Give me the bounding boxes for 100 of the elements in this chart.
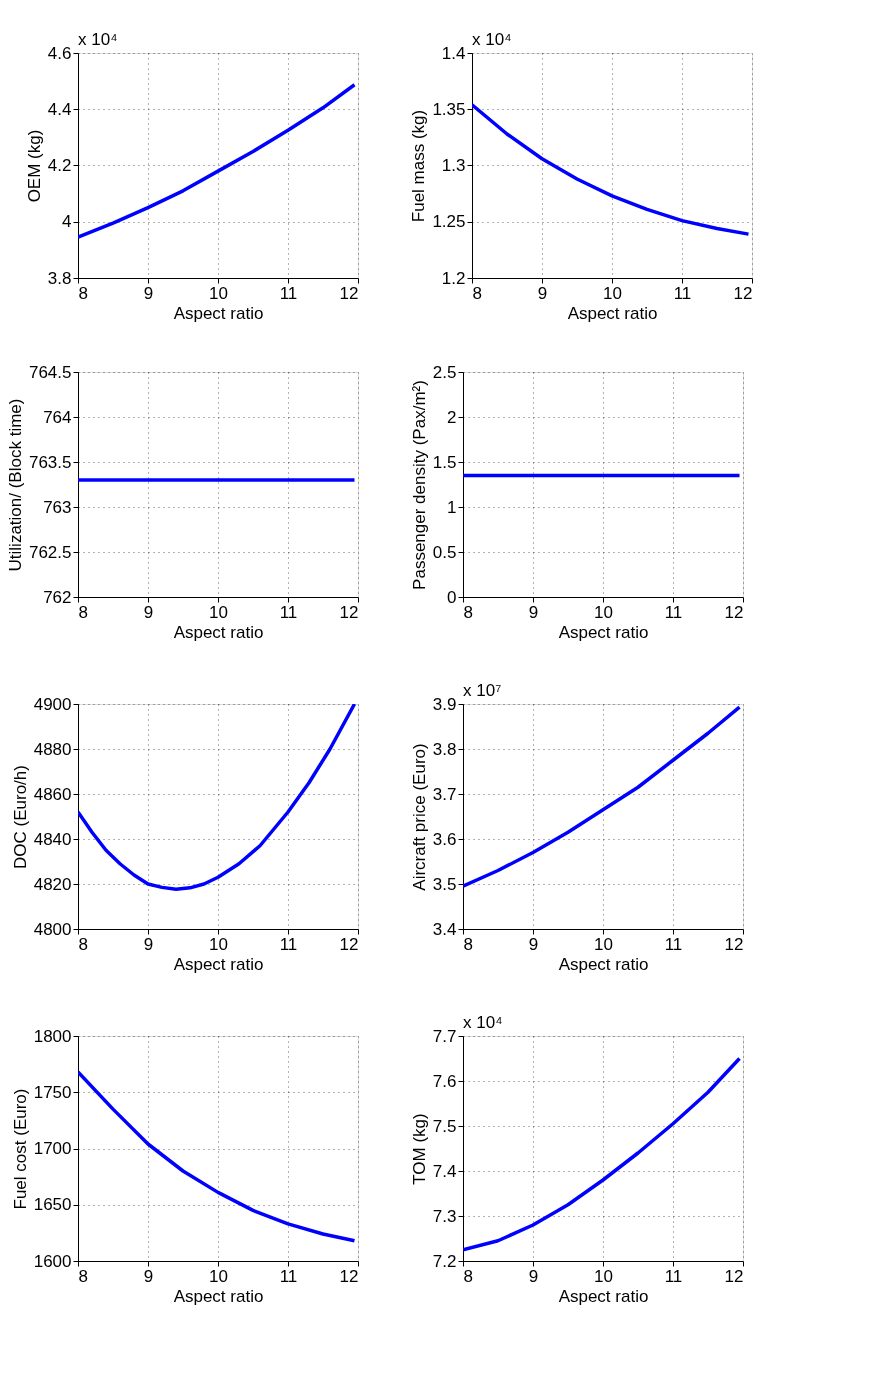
x-tick-label: 10 bbox=[594, 1266, 613, 1286]
y-tick-label: 1.35 bbox=[432, 99, 466, 119]
y-tick-label: 1600 bbox=[33, 1251, 72, 1271]
y-tick-label: 7.7 bbox=[432, 1026, 457, 1046]
x-axis-title: Aspect ratio bbox=[567, 303, 658, 323]
y-axis-title: Utilization/ (Block time) bbox=[5, 398, 25, 572]
y-tick-label: 763.5 bbox=[28, 452, 72, 472]
text: x 10⁷ bbox=[463, 681, 502, 700]
x-tick-label: 8 bbox=[78, 602, 88, 622]
x-axis-title: Aspect ratio bbox=[558, 622, 649, 642]
x-tick-label: 9 bbox=[143, 283, 154, 303]
x-tick-label: 12 bbox=[339, 934, 359, 954]
y-tick-label: 2.5 bbox=[432, 362, 457, 382]
y-tick-label: 3.9 bbox=[432, 694, 457, 714]
x-tick-label: 10 bbox=[594, 602, 613, 622]
line-series bbox=[78, 1070, 357, 1243]
x-tick-label: 9 bbox=[528, 1266, 539, 1286]
x-tick-label: 9 bbox=[537, 283, 548, 303]
y-tick-label: 3.8 bbox=[432, 739, 457, 759]
line-series bbox=[472, 103, 751, 236]
y-tick-label: 1700 bbox=[33, 1139, 72, 1158]
y-tick-label: 1650 bbox=[33, 1195, 72, 1215]
y-tick-label: 1.25 bbox=[432, 212, 466, 232]
y-tick-label: 1.2 bbox=[441, 268, 466, 288]
x-tick-label: 9 bbox=[528, 934, 539, 954]
y-tick-label: 762 bbox=[43, 587, 72, 607]
y-tick-label: 4.2 bbox=[47, 156, 72, 175]
y-tick-label: 2 bbox=[447, 407, 457, 427]
y-axis-title: TOM (kg) bbox=[409, 1113, 429, 1185]
x-tick-label: 11 bbox=[279, 1266, 298, 1286]
y-tick-label: 4800 bbox=[33, 919, 72, 939]
text: x 10⁴ bbox=[78, 30, 118, 49]
x-tick-label: 9 bbox=[143, 934, 154, 954]
y-tick-label: 7.5 bbox=[432, 1116, 457, 1136]
y-tick-label: 0.5 bbox=[432, 542, 457, 562]
x-tick-label: 8 bbox=[463, 1266, 473, 1286]
y-tick-label: 7.6 bbox=[432, 1071, 457, 1091]
x-tick-label: 12 bbox=[733, 283, 753, 303]
y-axis-title: Fuel cost (Euro) bbox=[10, 1088, 30, 1210]
y-tick-label: 3.8 bbox=[47, 268, 72, 288]
y-axis-title: Fuel mass (kg) bbox=[409, 109, 429, 223]
x-tick-label: 9 bbox=[143, 1266, 154, 1286]
text: x 10⁴ bbox=[463, 1013, 503, 1032]
y-tick-label: 764.5 bbox=[28, 362, 72, 382]
x-tick-label: 11 bbox=[673, 283, 692, 303]
y-tick-label: 4.6 bbox=[47, 43, 72, 63]
x-tick-label: 9 bbox=[528, 602, 539, 622]
x-axis-title: Aspect ratio bbox=[173, 1286, 264, 1306]
y-tick-label: 4860 bbox=[33, 784, 72, 804]
x-tick-label: 12 bbox=[339, 1266, 359, 1286]
y-tick-label: 1.3 bbox=[441, 156, 466, 175]
x-tick-label: 11 bbox=[279, 283, 298, 303]
x-tick-label: 12 bbox=[724, 934, 744, 954]
y-tick-label: 4 bbox=[62, 212, 72, 232]
line-series bbox=[463, 1056, 742, 1252]
y-tick-label: 1.4 bbox=[441, 43, 466, 63]
x-tick-label: 12 bbox=[339, 602, 359, 622]
y-tick-label: 7.4 bbox=[432, 1161, 457, 1181]
x-tick-label: 9 bbox=[143, 602, 154, 622]
x-axis-title: Aspect ratio bbox=[558, 1286, 649, 1306]
x-tick-label: 10 bbox=[209, 1266, 228, 1286]
x-tick-label: 8 bbox=[472, 283, 482, 303]
x-axis-title: Aspect ratio bbox=[173, 303, 264, 323]
x-tick-label: 8 bbox=[78, 1266, 88, 1286]
y-tick-label: 3.6 bbox=[432, 829, 457, 849]
x-tick-label: 12 bbox=[724, 1266, 744, 1286]
x-tick-label: 11 bbox=[664, 934, 683, 954]
x-tick-label: 11 bbox=[664, 1266, 683, 1286]
y-tick-label: 3.5 bbox=[432, 874, 457, 894]
y-tick-label: 3.7 bbox=[432, 784, 457, 804]
x-tick-label: 12 bbox=[724, 602, 744, 622]
text: x 10⁴ bbox=[472, 30, 512, 49]
y-axis-title: DOC (Euro/h) bbox=[10, 765, 30, 869]
y-tick-label: 763 bbox=[43, 497, 72, 517]
x-tick-label: 8 bbox=[463, 602, 473, 622]
x-tick-label: 8 bbox=[78, 934, 88, 954]
y-tick-label: 1750 bbox=[33, 1082, 72, 1102]
y-tick-label: 764 bbox=[43, 407, 72, 427]
y-tick-label: 4.4 bbox=[47, 99, 72, 119]
x-tick-label: 10 bbox=[209, 602, 228, 622]
y-tick-label: 4880 bbox=[33, 739, 72, 759]
y-tick-label: 1800 bbox=[33, 1026, 72, 1046]
y-tick-label: 3.4 bbox=[432, 919, 457, 939]
x-tick-label: 8 bbox=[463, 934, 473, 954]
x-tick-label: 10 bbox=[594, 934, 613, 954]
y-axis-title: OEM (kg) bbox=[24, 129, 44, 203]
y-tick-label: 4840 bbox=[33, 829, 72, 849]
y-tick-label: 1.5 bbox=[432, 452, 457, 472]
x-axis-title: Aspect ratio bbox=[173, 954, 264, 974]
y-tick-label: 4820 bbox=[33, 874, 72, 894]
y-tick-label: 4900 bbox=[33, 694, 72, 714]
x-tick-label: 11 bbox=[664, 602, 683, 622]
y-tick-label: 762.5 bbox=[28, 542, 72, 562]
y-tick-label: 7.2 bbox=[432, 1251, 457, 1271]
y-tick-label: 1 bbox=[447, 497, 457, 517]
x-tick-label: 8 bbox=[78, 283, 88, 303]
x-axis-title: Aspect ratio bbox=[558, 954, 649, 974]
x-tick-label: 10 bbox=[603, 283, 622, 303]
y-tick-label: 0 bbox=[447, 587, 457, 607]
y-axis-title: Aircraft price (Euro) bbox=[409, 743, 429, 891]
